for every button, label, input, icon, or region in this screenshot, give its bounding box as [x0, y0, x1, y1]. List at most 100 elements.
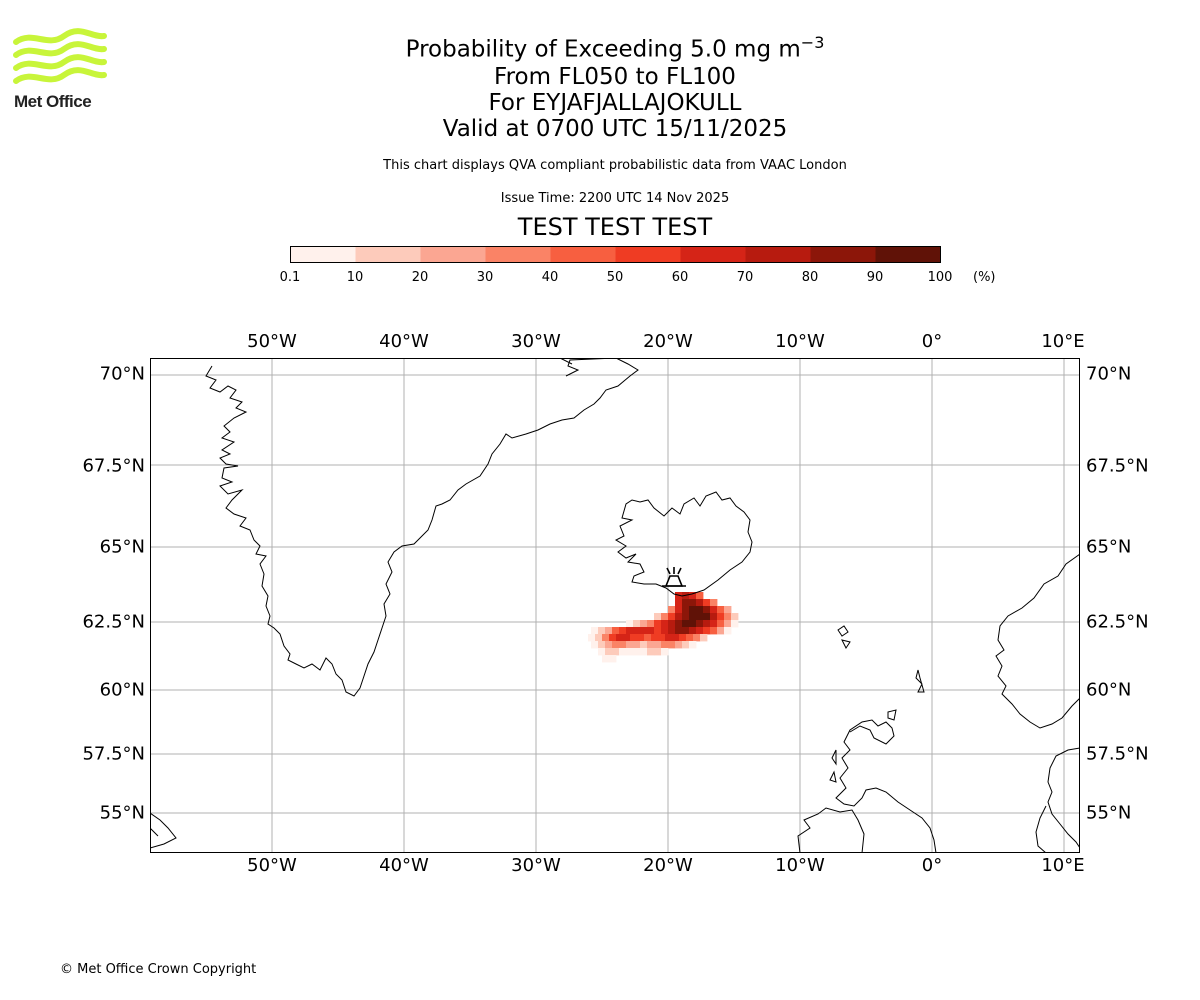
colorbar-tick-label: 10 — [346, 270, 364, 285]
latitude-label: 70°N — [1086, 363, 1132, 385]
plume-cell — [724, 606, 732, 614]
latitude-label: 67.5°N — [82, 455, 145, 477]
plume-cell — [668, 641, 676, 649]
plume-cell — [696, 620, 704, 628]
plume-cell — [654, 648, 662, 656]
plume-cell — [640, 648, 648, 656]
plume-cell — [696, 592, 704, 600]
plume-cell — [717, 613, 725, 621]
scotland-coast — [835, 719, 937, 853]
plume-cell — [675, 606, 683, 614]
plume-cell — [591, 641, 599, 649]
plume-cell — [647, 620, 655, 628]
latitude-label: 65°N — [99, 536, 145, 558]
sweden-coast — [1047, 747, 1080, 849]
plume-cell — [661, 627, 669, 635]
met-office-logo — [13, 28, 107, 84]
plume-cell — [731, 620, 739, 628]
colorbar-tick-label: 80 — [801, 270, 819, 285]
plume-cell — [633, 641, 641, 649]
plume-cell — [689, 613, 697, 621]
plume-cell — [731, 613, 739, 621]
plume-cell — [696, 606, 704, 614]
colorbar-segment — [810, 246, 876, 263]
plume-cell — [602, 634, 610, 642]
plume-cell — [710, 627, 718, 635]
plume-cell — [598, 641, 606, 649]
plume-cell — [689, 641, 697, 649]
plume-cell — [630, 634, 638, 642]
plume-cell — [668, 620, 676, 628]
longitude-label: 10°W — [775, 855, 825, 876]
plume-cell — [605, 648, 613, 656]
test-banner: TEST TEST TEST — [517, 213, 713, 241]
colorbar-segment — [420, 246, 486, 263]
plume-cell — [637, 634, 645, 642]
colorbar — [290, 246, 941, 263]
plume-cell — [700, 634, 708, 642]
longitude-label: 20°W — [643, 855, 693, 876]
plume-cell — [654, 641, 662, 649]
plume-cell — [668, 613, 676, 621]
latitude-label: 67.5°N — [1086, 455, 1149, 477]
ash-plume — [588, 592, 739, 663]
plume-cell — [651, 634, 659, 642]
plume-cell — [619, 627, 627, 635]
issue-time: Issue Time: 2200 UTC 14 Nov 2025 — [500, 191, 730, 206]
plume-cell — [724, 620, 732, 628]
plume-cell — [619, 648, 627, 656]
latitude-label: 65°N — [1086, 536, 1132, 558]
plume-cell — [588, 634, 596, 642]
plume-cell — [612, 648, 620, 656]
plume-cell — [626, 648, 634, 656]
plume-cell — [689, 620, 697, 628]
plume-cell — [626, 627, 634, 635]
longitude-label: 0° — [921, 331, 943, 352]
plume-cell — [644, 634, 652, 642]
plume-cell — [686, 634, 694, 642]
plume-cell — [633, 627, 641, 635]
plume-cell — [647, 641, 655, 649]
colorbar-tick-label: 0.1 — [279, 270, 301, 285]
faroe-islands — [837, 625, 851, 649]
colorbar-tick-label: 60 — [671, 270, 689, 285]
plume-cell — [616, 634, 624, 642]
colorbar-tick-label: 90 — [866, 270, 884, 285]
colorbar-segment — [485, 246, 551, 263]
plume-cell — [682, 606, 690, 614]
colorbar-tick-label: 100 — [927, 270, 953, 285]
plume-cell — [703, 599, 711, 607]
plume-cell — [710, 613, 718, 621]
plume-cell — [710, 599, 718, 607]
plume-cell — [710, 606, 718, 614]
plume-cell — [609, 634, 617, 642]
flight-levels: From FL050 to FL100 — [494, 64, 736, 90]
map-frame — [150, 358, 1080, 853]
longitude-label: 0° — [921, 855, 943, 876]
plume-cell — [696, 613, 704, 621]
plume-cell — [595, 634, 603, 642]
plume-cell — [717, 606, 725, 614]
latitude-label: 57.5°N — [1086, 743, 1149, 765]
plume-cell — [703, 627, 711, 635]
colorbar-segment — [875, 246, 941, 263]
iceland-coast — [614, 491, 753, 597]
plume-cell — [717, 620, 725, 628]
plume-cell — [675, 613, 683, 621]
valid-time: Valid at 0700 UTC 15/11/2025 — [442, 116, 788, 142]
longitude-label: 10°E — [1041, 331, 1085, 352]
longitude-label: 10°W — [775, 331, 825, 352]
plume-cell — [675, 641, 683, 649]
plume-cell — [661, 620, 669, 628]
plume-cell — [703, 613, 711, 621]
plume-cell — [640, 620, 648, 628]
plume-cell — [703, 620, 711, 628]
plume-cell — [675, 620, 683, 628]
longitude-label: 40°W — [379, 331, 429, 352]
plume-cell — [605, 641, 613, 649]
plume-cell — [633, 648, 641, 656]
coastlines — [150, 358, 1080, 853]
plume-cell — [661, 648, 669, 656]
plume-cell — [668, 606, 676, 614]
plume-cell — [640, 627, 648, 635]
